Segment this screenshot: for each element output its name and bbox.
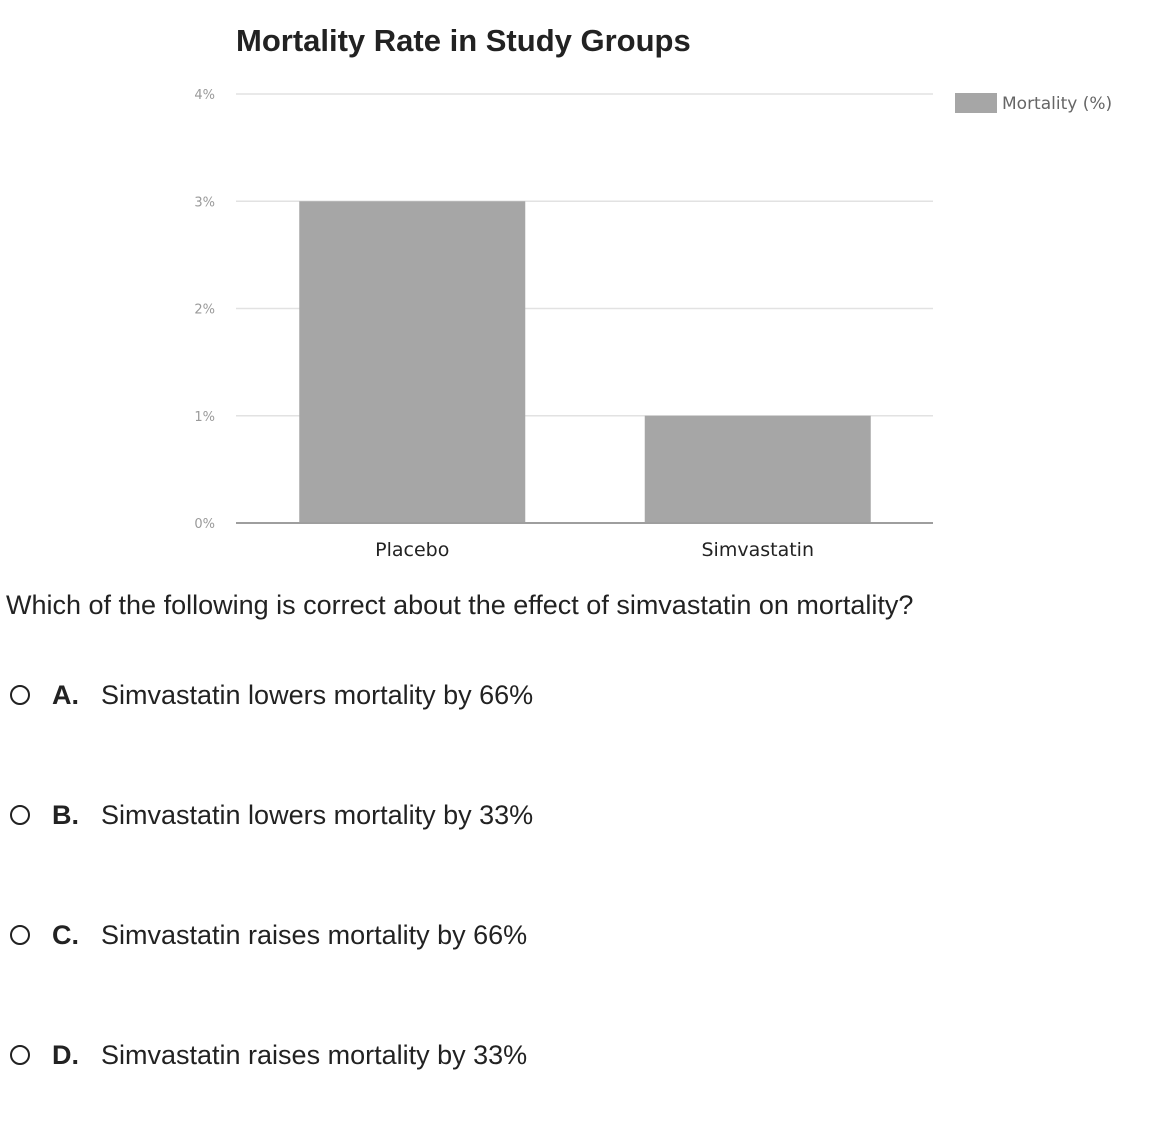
radio-button-icon[interactable]	[10, 1045, 30, 1065]
bar-placebo	[299, 201, 525, 523]
option-text: Simvastatin lowers mortality by 66%	[101, 680, 533, 711]
legend-swatch	[955, 93, 997, 113]
y-tick-label: 2%	[194, 303, 215, 318]
option-b[interactable]: B. Simvastatin lowers mortality by 33%	[10, 795, 533, 835]
option-text: Simvastatin raises mortality by 66%	[101, 920, 527, 951]
x-category-label: Placebo	[375, 539, 449, 561]
option-letter: C.	[52, 920, 79, 951]
option-text: Simvastatin raises mortality by 33%	[101, 1040, 527, 1071]
chart-title: Mortality Rate in Study Groups	[236, 23, 691, 58]
legend: Mortality (%)	[955, 93, 1112, 114]
y-tick-label: 1%	[194, 410, 215, 425]
option-letter: A.	[52, 680, 79, 711]
radio-button-icon[interactable]	[10, 925, 30, 945]
option-d[interactable]: D. Simvastatin raises mortality by 33%	[10, 1035, 527, 1075]
bar-simvastatin	[645, 416, 871, 523]
y-tick-label: 4%	[194, 88, 215, 103]
x-axis-labels: Placebo Simvastatin	[375, 539, 814, 561]
y-tick-label: 0%	[194, 517, 215, 532]
x-category-label: Simvastatin	[702, 539, 815, 561]
legend-label: Mortality (%)	[1002, 94, 1112, 114]
question-text: Which of the following is correct about …	[6, 590, 913, 621]
y-axis-ticks: 0% 1% 2% 3% 4%	[194, 88, 215, 532]
radio-button-icon[interactable]	[10, 685, 30, 705]
option-a[interactable]: A. Simvastatin lowers mortality by 66%	[10, 675, 533, 715]
radio-button-icon[interactable]	[10, 805, 30, 825]
option-c[interactable]: C. Simvastatin raises mortality by 66%	[10, 915, 527, 955]
bar-chart: Mortality Rate in Study Groups 0% 1% 2% 3% 4…	[0, 0, 1165, 580]
y-tick-label: 3%	[194, 195, 215, 210]
option-letter: D.	[52, 1040, 79, 1071]
bars	[299, 201, 871, 523]
option-text: Simvastatin lowers mortality by 33%	[101, 800, 533, 831]
option-letter: B.	[52, 800, 79, 831]
